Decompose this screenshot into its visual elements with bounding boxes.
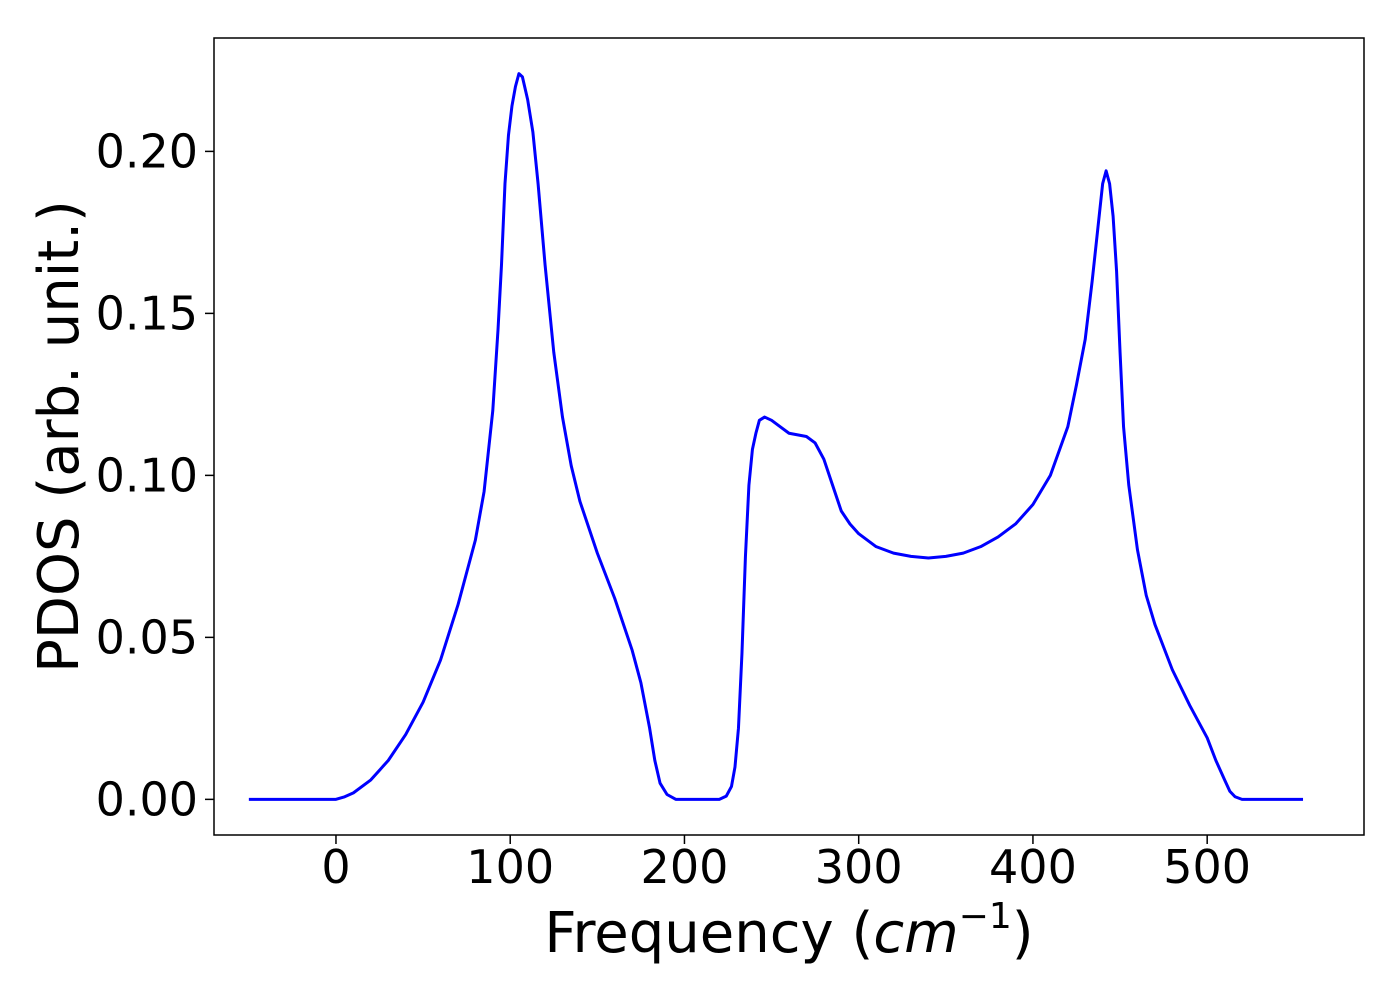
x-axis-label-unit: cm: [873, 901, 958, 966]
y-axis-ticks: 0.00 0.05 0.10 0.15 0.20: [96, 124, 214, 826]
y-tick-label: 0.10: [96, 448, 198, 502]
x-tick-label: 400: [989, 840, 1077, 894]
plot-frame: [213, 37, 1365, 836]
x-tick-label: 300: [815, 840, 903, 894]
series-line-0: [248, 72, 1304, 801]
x-axis-label-exponent: −1: [959, 896, 1012, 937]
plot-content: [248, 72, 1304, 801]
x-axis-label: Frequency (cm−1): [544, 896, 1033, 966]
x-tick-label: 100: [466, 840, 554, 894]
y-tick-label: 0.20: [96, 124, 198, 178]
x-tick-label: 0: [321, 840, 350, 894]
y-tick-label: 0.15: [96, 286, 198, 340]
y-tick-label: 0.00: [96, 772, 198, 826]
x-tick-label: 200: [641, 840, 729, 894]
x-tick-label: 500: [1163, 840, 1251, 894]
x-axis-label-close: ): [1012, 901, 1034, 966]
y-axis-label: PDOS (arb. unit.): [27, 200, 92, 673]
x-axis-ticks: 0 100 200 300 400 500: [321, 835, 1251, 894]
x-axis-label-text: Frequency (: [544, 901, 873, 966]
y-tick-label: 0.05: [96, 610, 198, 664]
